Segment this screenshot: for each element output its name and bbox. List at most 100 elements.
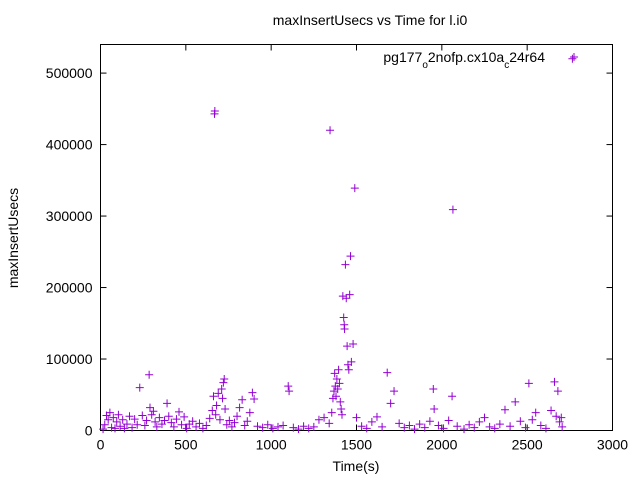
data-point: [444, 416, 453, 425]
data-point: [558, 422, 567, 431]
y-tick-label: 0: [85, 423, 93, 439]
y-tick-label: 200000: [46, 280, 93, 296]
y-tick-label: 500000: [46, 65, 93, 81]
data-point: [218, 394, 227, 403]
y-tick-label: 400000: [46, 137, 93, 153]
x-axis-label: Time(s): [333, 458, 380, 474]
legend-marker-glyph: [570, 53, 578, 61]
x-tick-label: 1000: [256, 437, 287, 453]
data-point: [330, 369, 339, 378]
legend-series-label: pg177o2nofp.cx10ac24r64: [383, 49, 545, 71]
data-point: [342, 294, 351, 303]
data-point: [425, 417, 434, 426]
data-point: [133, 420, 142, 429]
data-point: [112, 417, 121, 426]
data-points: [99, 54, 577, 434]
data-point: [211, 410, 220, 419]
data-point: [367, 417, 376, 426]
data-point: [309, 422, 318, 431]
data-point: [395, 419, 404, 428]
data-point: [163, 399, 172, 408]
data-point: [238, 395, 247, 404]
data-point: [314, 415, 323, 424]
data-point: [470, 423, 479, 432]
data-point: [217, 385, 226, 394]
data-point: [202, 421, 211, 430]
data-point: [410, 425, 419, 434]
data-point: [349, 340, 358, 349]
data-point: [268, 424, 277, 433]
data-point: [285, 387, 294, 396]
data-point: [180, 412, 189, 421]
data-point: [192, 422, 201, 431]
data-point: [420, 423, 429, 432]
data-point: [400, 423, 409, 432]
data-point: [465, 420, 474, 429]
data-point: [160, 416, 169, 425]
x-tick-label: 3000: [597, 437, 628, 453]
data-point: [210, 106, 219, 115]
data-point: [362, 424, 371, 433]
data-point: [253, 422, 262, 431]
data-point: [135, 383, 144, 392]
data-point: [235, 403, 244, 412]
data-point: [516, 417, 525, 426]
data-point: [332, 392, 341, 401]
axis-ticks: 0 500 1000 1500 2000 2500 3000 0 100000 200000 300…: [46, 44, 628, 453]
data-point: [429, 385, 438, 394]
data-point: [145, 370, 154, 379]
data-point: [329, 387, 338, 396]
data-point: [430, 405, 439, 414]
data-point: [333, 385, 342, 394]
data-point: [227, 422, 236, 431]
data-point: [531, 408, 540, 417]
data-point: [485, 422, 494, 431]
data-point: [99, 425, 108, 434]
data-point: [155, 413, 164, 422]
data-point: [273, 422, 282, 431]
data-point: [495, 420, 504, 429]
data-point: [140, 421, 149, 430]
data-point: [125, 412, 134, 421]
data-point: [289, 423, 298, 432]
data-point: [343, 342, 352, 351]
data-point: [490, 424, 499, 433]
x-tick-label: 2000: [426, 437, 457, 453]
data-point: [383, 368, 392, 377]
data-point: [175, 407, 184, 416]
data-point: [128, 423, 137, 432]
data-point: [378, 422, 387, 431]
data-point: [109, 413, 118, 422]
data-point: [350, 184, 359, 193]
data-point: [352, 413, 361, 422]
data-point: [245, 408, 254, 417]
data-point: [263, 420, 272, 429]
data-point: [415, 420, 424, 429]
legend-series-marker: [570, 53, 578, 61]
data-point: [511, 397, 520, 406]
data-point: [120, 424, 129, 433]
data-point: [339, 313, 348, 322]
data-point: [557, 413, 566, 422]
data-point: [225, 416, 234, 425]
data-point: [105, 408, 114, 417]
data-point: [169, 422, 178, 431]
data-point: [240, 421, 249, 430]
data-point: [448, 205, 457, 214]
data-point: [221, 405, 230, 414]
data-point: [294, 425, 303, 434]
data-point: [164, 412, 173, 421]
data-point: [346, 252, 355, 261]
data-point: [100, 420, 109, 429]
data-point: [220, 375, 229, 384]
data-point: [541, 424, 550, 433]
data-point: [209, 392, 218, 401]
data-point: [243, 417, 252, 426]
data-point: [177, 420, 186, 429]
y-tick-label: 300000: [46, 208, 93, 224]
data-point: [475, 417, 484, 426]
data-point: [345, 290, 354, 299]
x-tick-label: 0: [97, 437, 105, 453]
data-point: [326, 126, 335, 135]
